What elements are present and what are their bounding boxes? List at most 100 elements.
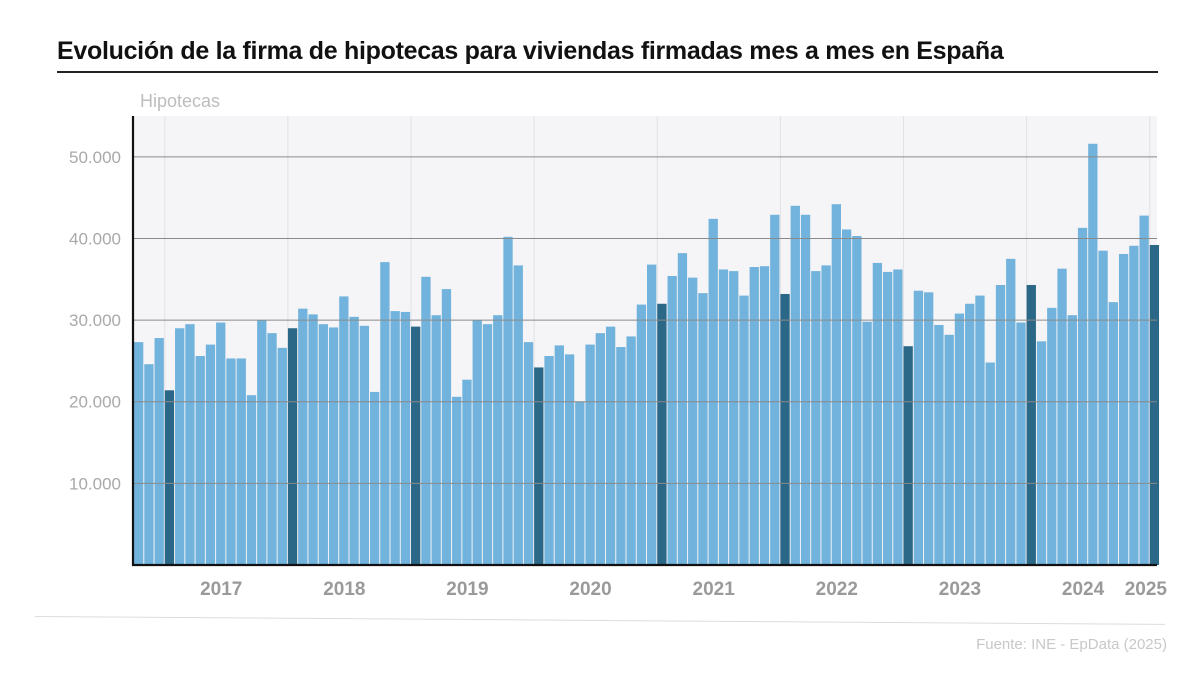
bar — [1129, 245, 1139, 566]
bar — [308, 314, 318, 565]
bar — [1118, 253, 1129, 565]
x-tick-label: 2024 — [1062, 579, 1105, 600]
bar — [985, 362, 995, 565]
source-note: Fuente: INE - EpData (2025) — [976, 636, 1167, 653]
bar — [400, 311, 411, 565]
bar — [503, 236, 513, 565]
bar — [1139, 215, 1149, 565]
footer-divider — [34, 616, 1165, 625]
bar — [626, 336, 636, 565]
y-tick-label: 50.000 — [69, 148, 121, 167]
bar-chart: 10.000 20.000 30.000 40.000 50.000 2017 2018 20… — [69, 91, 1167, 600]
bar — [164, 390, 175, 565]
bar — [472, 320, 482, 565]
bar — [708, 218, 718, 566]
x-tick-label: 2021 — [693, 579, 736, 600]
bar — [390, 311, 400, 565]
bar — [1108, 302, 1118, 565]
bar — [493, 315, 503, 565]
bars — [134, 143, 1160, 566]
bar — [995, 284, 1006, 565]
bar — [790, 205, 800, 566]
bar — [452, 396, 462, 565]
bar — [903, 346, 913, 565]
bar — [749, 267, 759, 565]
bar — [257, 320, 267, 565]
bar — [349, 316, 359, 565]
bar — [134, 342, 144, 565]
bar — [195, 356, 205, 565]
x-tick-label: 2017 — [200, 579, 242, 600]
bar — [462, 379, 472, 565]
bar — [226, 358, 236, 565]
bar — [718, 269, 729, 565]
bar — [944, 334, 954, 565]
bar — [636, 304, 647, 565]
bar — [605, 326, 616, 565]
bar — [934, 324, 944, 565]
bar — [1098, 250, 1108, 565]
bar — [175, 328, 185, 565]
bar — [236, 358, 246, 565]
bar — [862, 321, 872, 565]
bar — [647, 264, 657, 565]
bar — [595, 333, 605, 565]
bar — [965, 303, 975, 565]
bar — [770, 214, 780, 565]
bar — [267, 333, 277, 565]
bar — [421, 276, 431, 565]
bar — [1149, 244, 1160, 566]
bar — [205, 344, 216, 565]
bar — [821, 265, 831, 565]
x-tick-label: 2020 — [569, 579, 611, 600]
bar — [780, 293, 790, 565]
x-tick-label: 2018 — [323, 579, 365, 600]
bar — [1067, 315, 1077, 565]
bar — [144, 364, 154, 565]
bar — [811, 271, 821, 565]
bar — [616, 347, 626, 565]
bar — [1088, 143, 1098, 565]
bar — [698, 293, 708, 565]
bar — [1036, 341, 1047, 565]
bar — [585, 344, 595, 565]
bar — [287, 328, 298, 565]
bar — [554, 345, 564, 565]
x-tick-label: 2025 — [1125, 579, 1168, 600]
bar — [328, 327, 339, 565]
bar — [688, 277, 698, 565]
bar — [893, 269, 903, 565]
bar — [441, 289, 452, 565]
axes: 10.000 20.000 30.000 40.000 50.000 2017 2018 20… — [69, 116, 1167, 600]
bar — [800, 214, 811, 565]
y-tick-label: 30.000 — [69, 311, 121, 330]
x-tick-label: 2019 — [446, 579, 488, 600]
y-tick-label: 10.000 — [69, 474, 121, 493]
bar — [154, 338, 164, 565]
x-tick-label: 2023 — [939, 579, 981, 600]
bar — [369, 391, 380, 565]
bar — [1057, 268, 1067, 565]
bar — [872, 262, 883, 565]
bar — [564, 354, 575, 565]
title-underline — [57, 71, 1158, 73]
bar — [677, 253, 688, 565]
bar — [318, 324, 328, 565]
bar — [359, 325, 370, 565]
x-tick-label: 2022 — [816, 579, 858, 600]
y-tick-label: 40.000 — [69, 229, 121, 248]
bar — [411, 326, 421, 565]
bar — [924, 292, 934, 565]
bar — [216, 322, 226, 565]
chart-title: Evolución de la firma de hipotecas para … — [57, 37, 1004, 65]
bar — [1077, 227, 1088, 565]
bar — [1047, 307, 1057, 565]
bar — [657, 303, 667, 565]
bar — [1016, 322, 1026, 565]
y-axis-label: Hipotecas — [140, 91, 220, 111]
bar — [841, 229, 852, 565]
bar — [339, 296, 349, 565]
bar — [1006, 258, 1016, 565]
bar — [482, 324, 493, 565]
bar — [975, 295, 985, 565]
